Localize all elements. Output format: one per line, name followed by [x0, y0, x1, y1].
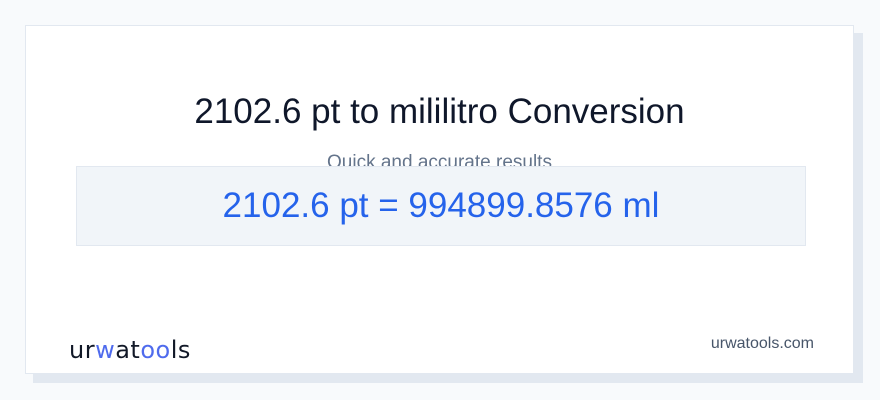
- logo-part: w: [95, 336, 116, 364]
- conversion-card: 2102.6 pt to mililitro Conversion Quick …: [25, 25, 854, 374]
- logo-part: ls: [170, 336, 191, 364]
- site-link[interactable]: urwatools.com: [710, 335, 814, 352]
- conversion-result: 2102.6 pt = 994899.8576 ml: [76, 166, 806, 246]
- logo-part: at: [115, 336, 141, 364]
- urwatools-logo: urwatools: [69, 336, 191, 364]
- logo-part: ur: [69, 336, 96, 364]
- logo-part: oo: [140, 336, 171, 364]
- page-title: 2102.6 pt to mililitro Conversion: [194, 92, 685, 131]
